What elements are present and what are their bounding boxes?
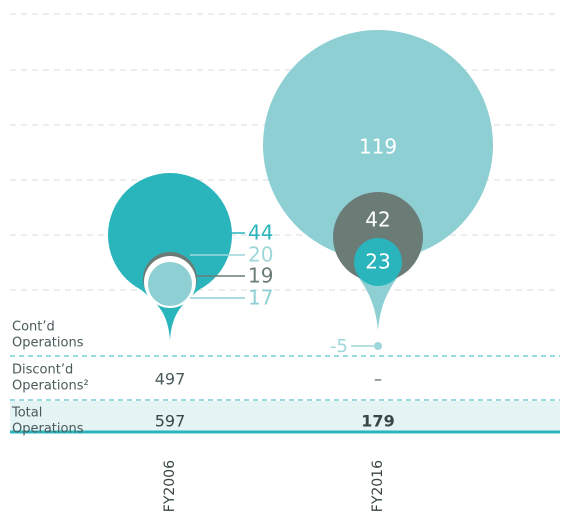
bubble-label: 44 [248,221,273,245]
row-label: Cont’d [12,320,55,335]
bubble-label: -5 [330,336,348,357]
bubble-label: 23 [365,250,390,274]
row-label: Operations² [12,379,89,394]
bubble-label: 20 [248,243,273,267]
row-label: Discont’d [12,363,73,378]
discontinued-value: 497 [155,370,186,389]
bubble [354,238,402,286]
bubble-label: 17 [248,286,273,310]
bubble-label: 42 [365,208,390,232]
row-label: Total [11,406,42,421]
period-label: FY2006 [162,460,178,512]
row-label: Operations [12,336,84,351]
discontinued-value: – [374,370,382,389]
bubble [148,262,192,306]
period-label: FY2016 [370,460,386,512]
bubble-label: 19 [248,264,273,288]
bubble-label: 119 [359,135,397,159]
total-value: 179 [361,412,394,431]
bubble [263,30,493,260]
total-band [10,401,560,431]
total-value: 597 [155,412,186,431]
bubble [108,173,232,297]
row-label: Operations [12,422,84,437]
